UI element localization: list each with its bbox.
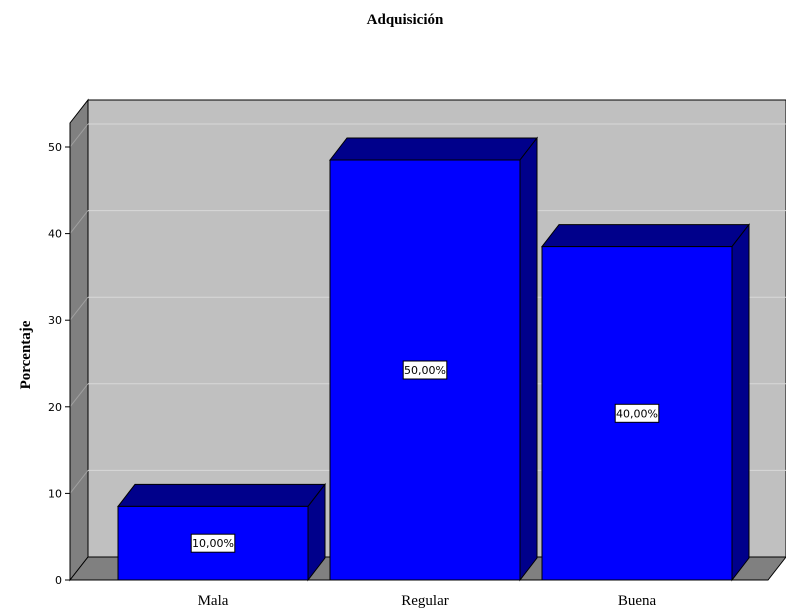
data-label: 10,00% xyxy=(192,537,234,550)
y-tick-label: 20 xyxy=(48,401,62,414)
data-label-box xyxy=(402,360,448,380)
y-tick-label: 40 xyxy=(48,228,62,241)
x-axis: Mala Regular Buena xyxy=(198,593,657,609)
x-tick-label: Regular xyxy=(401,593,448,609)
bar: 10,00% xyxy=(116,482,327,582)
y-tick-label: 50 xyxy=(48,141,62,154)
gridline-side xyxy=(69,383,89,408)
bar-top xyxy=(116,483,327,507)
bar-side xyxy=(731,223,750,582)
data-label-box xyxy=(614,403,660,423)
y-axis: 0 10 20 30 40 50 xyxy=(48,123,71,587)
chart-title: Adquisición xyxy=(367,12,444,28)
gridline-side xyxy=(69,470,89,494)
y-tick-label: 30 xyxy=(48,314,62,327)
bars: 10,00% 50,00% 40,00% xyxy=(116,136,751,582)
bar: 50,00% xyxy=(328,136,539,582)
gridline-side xyxy=(69,123,89,148)
y-tick-label: 0 xyxy=(55,574,62,587)
data-label: 50,00% xyxy=(404,364,446,377)
y-axis-title: Porcentaje xyxy=(18,320,34,389)
gridline-side xyxy=(69,210,89,234)
y-tick-label: 10 xyxy=(48,487,62,500)
bar-top xyxy=(540,224,751,248)
side-wall xyxy=(69,98,89,582)
gridline-side xyxy=(69,296,89,321)
data-label-box xyxy=(190,533,236,553)
bar-side xyxy=(519,136,538,582)
bar: 40,00% xyxy=(540,223,751,582)
x-tick-label: Buena xyxy=(618,593,657,609)
x-tick-label: Mala xyxy=(198,593,229,609)
bar-top xyxy=(328,137,539,161)
data-label: 40,00% xyxy=(616,407,658,420)
